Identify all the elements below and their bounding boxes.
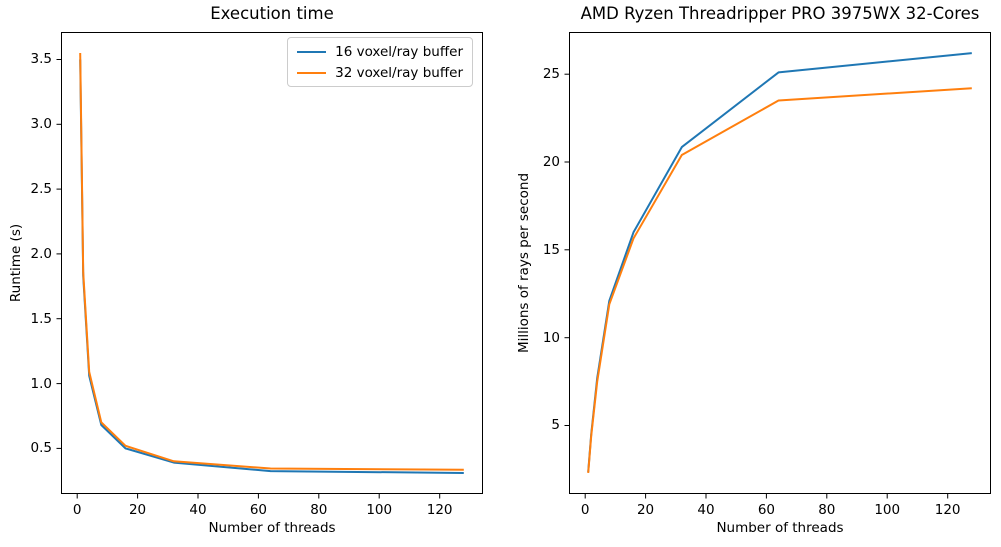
x-tick-label: 100 (874, 502, 901, 518)
x-tick-label: 20 (128, 502, 147, 518)
y-tick-label: 2.0 (30, 245, 52, 262)
y-tick-label: 2.5 (30, 181, 52, 198)
plot-lines-svg (564, 32, 991, 499)
subplot-throughput: AMD Ryzen Threadripper PRO 3975WX 32-Cor… (516, 4, 991, 535)
plot-area (564, 32, 991, 499)
legend-line-sample (297, 50, 327, 53)
legend-line-sample (297, 71, 327, 74)
legend-entry: 32 voxel/ray buffer (297, 63, 463, 82)
plot-lines-svg (56, 32, 483, 499)
x-tick-label: 0 (580, 502, 590, 518)
x-tick-label: 60 (249, 502, 267, 518)
y-tick-label: 5 (551, 417, 560, 434)
y-axis-label: Millions of rays per second (516, 172, 532, 354)
x-tick-label: 20 (636, 502, 655, 518)
x-tick-label: 60 (757, 502, 775, 518)
legend-entry: 16 voxel/ray buffer (297, 42, 463, 61)
y-tick-label: 15 (542, 241, 560, 258)
x-axis-label: Number of threads (208, 520, 336, 536)
x-tick-label: 80 (310, 502, 328, 518)
plot-area: 16 voxel/ray buffer 32 voxel/ray buffer (56, 32, 483, 499)
subplot-execution-time: Execution time Runtime (s) 16 voxel/ray … (8, 4, 483, 535)
chart-title: Execution time (210, 4, 334, 23)
x-tick-label: 100 (366, 502, 393, 518)
y-tick-label: 20 (542, 153, 560, 170)
legend-label: 32 voxel/ray buffer (335, 64, 463, 81)
y-tick-label: 1.5 (30, 310, 52, 327)
y-tick-label: 25 (542, 66, 560, 83)
x-axis-label: Number of threads (716, 520, 844, 536)
legend: 16 voxel/ray buffer 32 voxel/ray buffer (287, 37, 473, 87)
x-tick-label: 120 (934, 502, 961, 518)
y-axis-label: Runtime (s) (8, 223, 24, 303)
x-tick-label: 40 (697, 502, 715, 518)
y-tick-label: 10 (542, 329, 560, 346)
chart-title: AMD Ryzen Threadripper PRO 3975WX 32-Cor… (580, 4, 980, 23)
x-tick-label: 80 (818, 502, 836, 518)
y-tick-label: 3.5 (30, 51, 52, 68)
y-tick-label: 0.5 (30, 440, 52, 457)
legend-label: 16 voxel/ray buffer (335, 43, 463, 60)
x-tick-label: 120 (426, 502, 453, 518)
y-tick-label: 1.0 (30, 375, 52, 392)
x-tick-label: 40 (189, 502, 207, 518)
x-tick-label: 0 (72, 502, 82, 518)
y-tick-label: 3.0 (30, 116, 52, 133)
